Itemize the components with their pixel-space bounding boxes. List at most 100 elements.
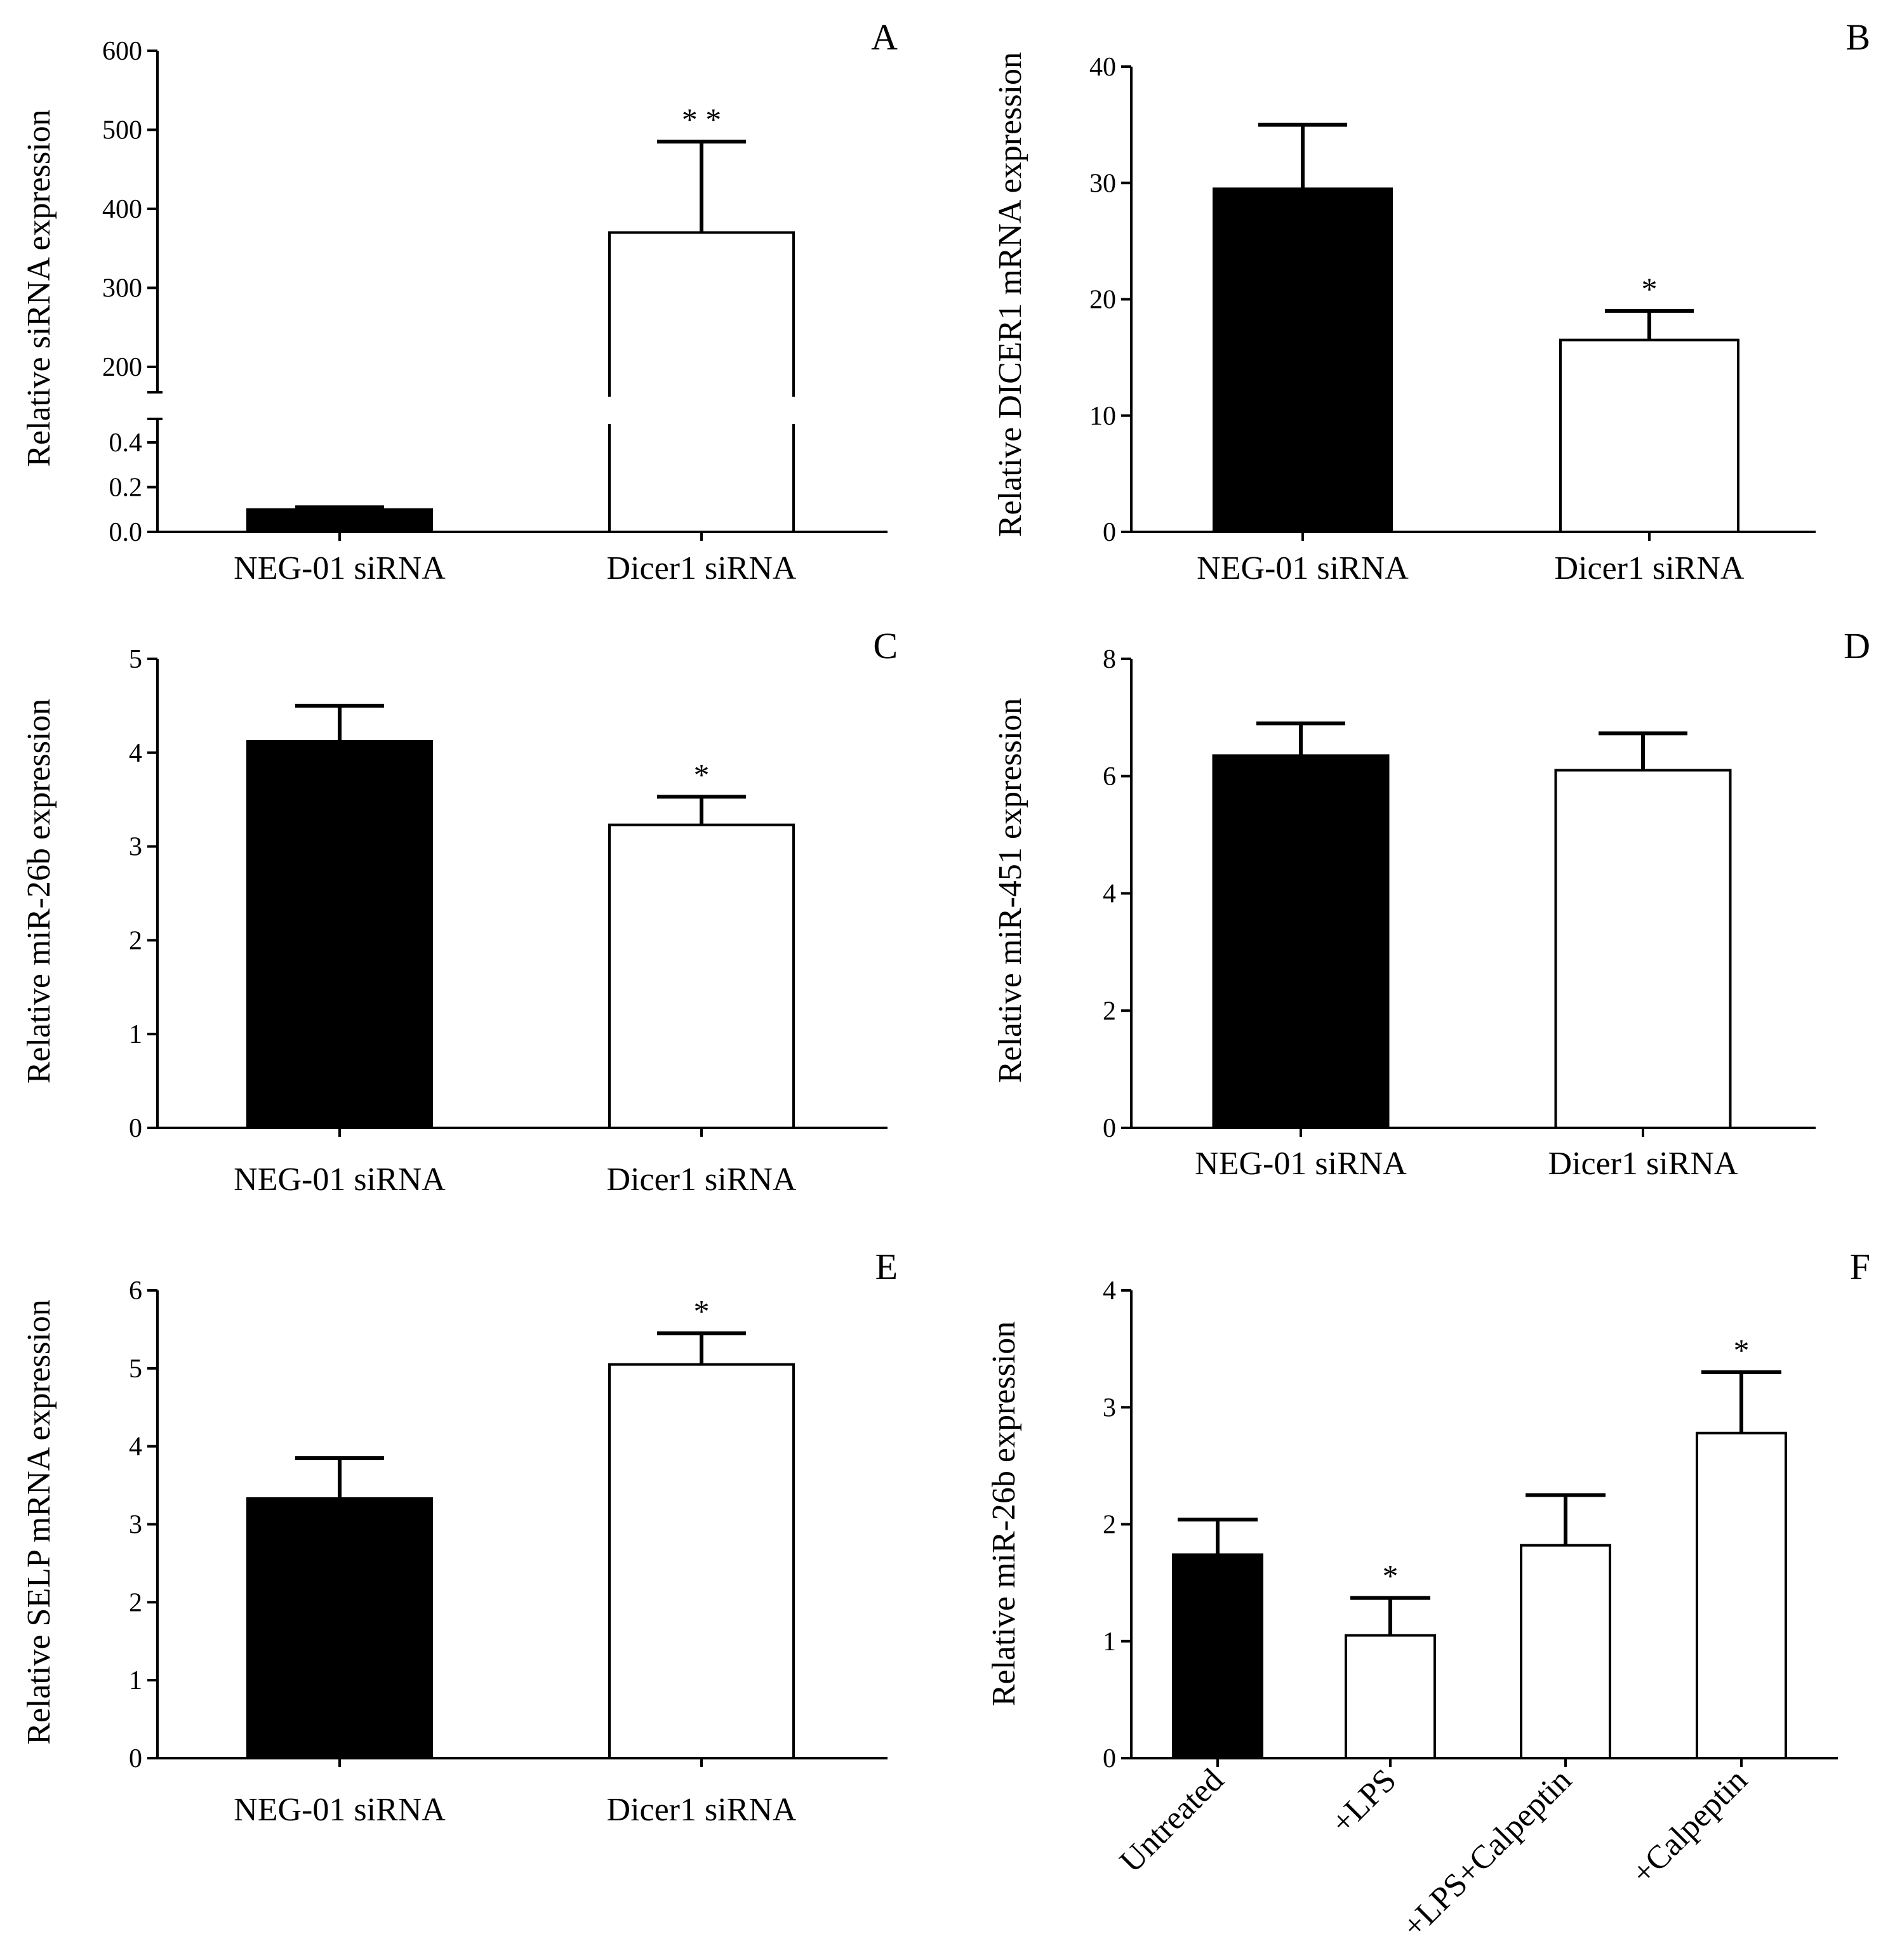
y-tick-label-E-1: 1 xyxy=(129,1666,142,1695)
y-tick-label-D-4: 8 xyxy=(1103,645,1116,674)
error-bar-F-2 xyxy=(1526,1493,1606,1546)
significance-E-1: * xyxy=(694,1294,710,1329)
y-tick-label-A-l1: 0.2 xyxy=(109,473,143,503)
y-axis-label-B: Relative DICER1 mRNA expression xyxy=(992,52,1028,537)
significance-B-1: * xyxy=(1642,271,1658,307)
panel-letter-A: A xyxy=(871,17,898,58)
significance-C-1: * xyxy=(694,757,710,792)
significance-F-1: * xyxy=(1383,1558,1399,1594)
bar-F-0 xyxy=(1172,1553,1263,1760)
y-tick-label-F-0: 0 xyxy=(1103,1744,1116,1773)
bar-B-1 xyxy=(1559,338,1739,533)
panel-letter-D: D xyxy=(1844,625,1870,666)
bar-group-C: * xyxy=(246,703,795,1129)
error-bar-E-1 xyxy=(657,1331,746,1365)
y-tick-label-B-2: 20 xyxy=(1089,286,1116,315)
error-bar-D-0 xyxy=(1256,721,1345,756)
y-tick-label-D-0: 0 xyxy=(1103,1114,1116,1143)
y-tick-label-D-1: 2 xyxy=(1103,997,1116,1026)
y-tick-label-A-u4: 600 xyxy=(102,37,142,66)
y-tick-label-F-2: 2 xyxy=(1103,1511,1116,1540)
bar-F-1 xyxy=(1345,1634,1436,1760)
error-bar-B-1 xyxy=(1605,308,1694,340)
x-label-D-0: NEG-01 siRNA xyxy=(1195,1146,1407,1182)
error-bar-A-1 xyxy=(657,140,746,233)
bar-D-1 xyxy=(1554,769,1732,1129)
y-tick-label-A-u0: 200 xyxy=(102,353,142,382)
y-tick-label-F-1: 1 xyxy=(1103,1627,1116,1657)
y-tick-label-E-3: 3 xyxy=(129,1511,142,1540)
bar-group-E: * xyxy=(246,1294,795,1760)
y-tick-label-C-4: 4 xyxy=(129,739,142,768)
y-axis-label-A: Relative siRNA expression xyxy=(21,109,57,467)
error-bar-D-1 xyxy=(1599,731,1687,771)
error-bar-F-1 xyxy=(1350,1596,1430,1636)
x-label-E-1: Dicer1 siRNA xyxy=(607,1792,797,1828)
x-label-C-1: Dicer1 siRNA xyxy=(607,1162,797,1198)
bar-group-D xyxy=(1212,721,1732,1129)
bar-A-1-upper xyxy=(608,231,795,397)
y-tick-label-C-1: 1 xyxy=(129,1020,142,1049)
y-tick-label-B-1: 10 xyxy=(1089,402,1116,431)
y-tick-label-E-2: 2 xyxy=(129,1588,142,1617)
x-label-A-0: NEG-01 siRNA xyxy=(234,550,446,586)
y-tick-label-D-3: 6 xyxy=(1103,762,1116,791)
error-bar-C-1 xyxy=(657,795,746,825)
error-bar-F-3 xyxy=(1701,1370,1781,1433)
y-tick-label-E-5: 5 xyxy=(129,1354,142,1384)
bar-group-F: ** xyxy=(1172,1332,1787,1760)
y-tick-label-C-0: 0 xyxy=(129,1114,142,1143)
x-label-D-1: Dicer1 siRNA xyxy=(1548,1146,1738,1182)
significance-A-1: * * xyxy=(682,102,722,137)
bar-A-0 xyxy=(246,508,433,533)
x-label-B-0: NEG-01 siRNA xyxy=(1197,550,1409,586)
bar-group-A: * * xyxy=(246,102,795,533)
y-axis-label-F: Relative miR-26b expression xyxy=(986,1321,1022,1707)
y-tick-label-A-l2: 0.4 xyxy=(109,428,143,458)
y-axis-label-C: Relative miR-26b expression xyxy=(21,699,57,1084)
y-tick-label-A-u3: 500 xyxy=(102,116,142,145)
error-bar-A-0 xyxy=(295,505,384,510)
bar-C-0 xyxy=(246,740,433,1129)
y-tick-label-B-0: 0 xyxy=(1103,518,1116,547)
bar-F-2 xyxy=(1520,1544,1611,1760)
panel-letter-F: F xyxy=(1850,1246,1870,1287)
y-tick-label-D-2: 4 xyxy=(1103,880,1116,909)
x-label-C-0: NEG-01 siRNA xyxy=(234,1162,446,1198)
bar-group-B: * xyxy=(1213,122,1739,534)
error-bar-B-0 xyxy=(1258,122,1347,189)
y-tick-label-A-l0: 0.0 xyxy=(109,518,143,547)
error-bar-C-0 xyxy=(295,703,384,742)
x-label-F-0: Untreated xyxy=(1113,1762,1230,1879)
y-tick-label-C-5: 5 xyxy=(129,645,142,674)
significance-F-3: * xyxy=(1734,1332,1750,1368)
y-tick-label-E-4: 4 xyxy=(129,1433,142,1462)
x-label-E-0: NEG-01 siRNA xyxy=(234,1792,446,1828)
x-label-F-3: +Calpeptin xyxy=(1625,1762,1754,1891)
bar-C-1 xyxy=(608,823,795,1129)
y-tick-label-B-3: 30 xyxy=(1089,169,1116,198)
y-tick-label-A-u2: 400 xyxy=(102,195,142,224)
y-tick-label-A-u1: 300 xyxy=(102,274,142,303)
y-tick-label-C-3: 3 xyxy=(129,833,142,862)
bar-B-0 xyxy=(1213,187,1393,534)
y-tick-label-F-3: 3 xyxy=(1103,1393,1116,1422)
bar-E-1 xyxy=(608,1363,795,1759)
y-tick-label-E-0: 0 xyxy=(129,1744,142,1773)
y-tick-label-C-2: 2 xyxy=(129,926,142,955)
error-bar-E-0 xyxy=(295,1456,384,1499)
x-label-A-1: Dicer1 siRNA xyxy=(607,550,797,586)
y-tick-label-F-4: 4 xyxy=(1103,1276,1116,1306)
error-bar-F-0 xyxy=(1178,1518,1258,1555)
y-tick-label-E-6: 6 xyxy=(129,1276,142,1306)
y-tick-label-B-4: 40 xyxy=(1089,53,1116,82)
bar-F-3 xyxy=(1696,1431,1787,1759)
panel-letter-B: B xyxy=(1845,17,1870,58)
panel-letter-E: E xyxy=(875,1246,898,1287)
bar-E-0 xyxy=(246,1497,433,1760)
x-label-F-1: +LPS xyxy=(1324,1762,1403,1841)
bar-A-1-lower xyxy=(608,424,795,532)
x-label-F-2: +LPS+Calpeptin xyxy=(1395,1762,1578,1945)
y-axis-label-E: Relative SELP mRNA expression xyxy=(21,1299,57,1744)
